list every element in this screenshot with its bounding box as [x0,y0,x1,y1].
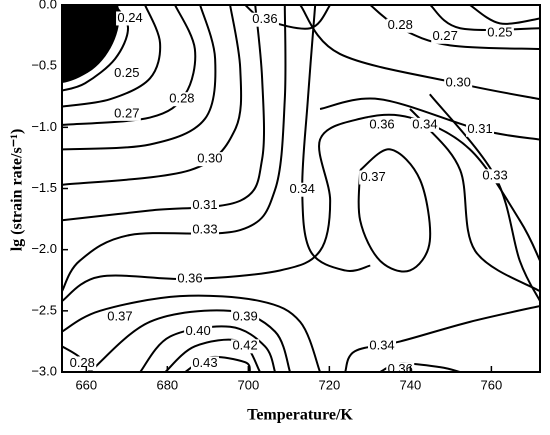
contour-label: 0.34 [412,116,437,131]
contour-line [429,5,540,31]
contour-line [299,5,540,101]
label-background [231,339,260,354]
contour-line [62,113,540,302]
contour-line [62,5,243,186]
x-tick-label: 720 [319,377,341,392]
y-tick-label: −0.5 [31,58,57,73]
contour-label: 0.33 [482,168,507,183]
axes: 660 680 700 720 740 760 0.0 −0.5 −1.0 −1.5 −2.0 −2.… [31,0,502,392]
label-background [190,198,219,213]
contour-line [62,5,266,222]
label-background [368,117,397,132]
x-tick-label: 760 [481,377,503,392]
contour-label: 0.33 [192,222,217,237]
label-background [116,11,145,26]
label-background [112,66,141,81]
contour-line [89,309,292,372]
label-background [466,122,495,137]
contour-line [469,5,540,25]
label-background [184,324,213,339]
x-axis-title: Temperature/K [247,407,353,424]
y-tick-label: −2.5 [31,302,57,317]
contour-label: 0.25 [114,65,139,80]
x-tick-label: 700 [237,377,259,392]
contour-line [62,5,287,292]
y-tick-label: −3.0 [31,363,57,378]
label-background [410,117,439,132]
contour-label: 0.37 [107,308,132,323]
label-background [444,76,473,91]
label-background [386,18,415,33]
contour-label: 0.40 [185,323,210,338]
contour-label: 0.37 [360,169,385,184]
label-background [231,309,260,324]
label-background [368,339,397,354]
label-background [288,182,317,197]
y-tick-label: −1.5 [31,180,57,195]
label-background [485,26,514,41]
contour-line [357,148,432,273]
contour-label: 0.27 [114,105,139,120]
label-background [250,12,279,27]
contour-line [301,5,371,272]
contour-label: 0.42 [232,338,257,353]
x-tick-label: 660 [75,377,97,392]
contour-line [62,294,321,372]
contour-line [164,338,261,372]
contour-line [62,5,162,108]
y-tick-label: −2.0 [31,241,57,256]
y-axis-title: lg (strain rate/s⁻¹) [9,129,26,252]
x-tick-label: 680 [156,377,178,392]
contour-line [369,5,540,51]
label-background [176,272,205,287]
contour-label: 0.25 [487,25,512,40]
contour-label: 0.39 [232,308,257,323]
contour-line [62,5,217,151]
contour-layer [62,5,540,372]
y-tick-label: 0.0 [39,0,57,11]
label-background [481,169,510,184]
label-background [167,92,196,107]
y-tick-label: −1.0 [31,119,57,134]
contour-label: 0.43 [192,355,217,370]
label-background [386,362,415,377]
contour-label: 0.28 [169,91,194,106]
contour-label: 0.36 [388,361,413,376]
contour-label: 0.24 [117,10,142,25]
contour-line [344,304,540,372]
contour-labels: 0.24 0.36 0.28 0.27 0.25 0.25 0.30 0.28 0.27 0.36… [68,10,514,377]
label-background [195,152,224,167]
contour-line [429,93,540,302]
instability-region [62,5,120,83]
contour-line [319,97,540,141]
contour-label: 0.30 [197,151,222,166]
contour-label: 0.30 [446,75,471,90]
contour-label: 0.36 [369,116,394,131]
label-background [190,356,219,371]
label-background [190,223,219,238]
contour-line [244,5,331,30]
label-background [105,309,134,324]
contour-label: 0.34 [369,338,394,353]
contour-line [139,325,277,372]
x-tick-label: 740 [400,377,422,392]
contour-label: 0.34 [290,181,315,196]
contour-label: 0.31 [192,197,217,212]
contour-label: 0.36 [252,11,277,26]
contour-label: 0.28 [388,17,413,32]
label-background [431,29,460,44]
label-background [68,356,97,371]
contour-label: 0.36 [177,270,202,285]
contour-label: 0.28 [70,355,95,370]
label-background [112,106,141,121]
contour-label: 0.31 [467,121,492,136]
contour-label: 0.27 [433,28,458,43]
label-background [359,170,388,185]
